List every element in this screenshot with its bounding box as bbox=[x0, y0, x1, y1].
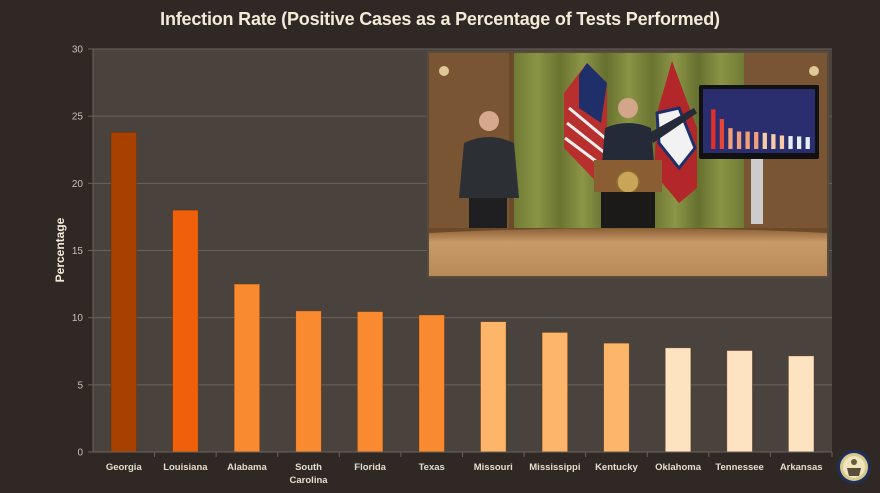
tv-bar bbox=[754, 132, 759, 149]
x-tick-label: Kentucky bbox=[595, 462, 638, 473]
x-tick-label: Florida bbox=[354, 462, 386, 473]
tv-bar bbox=[796, 136, 802, 149]
bar bbox=[172, 209, 199, 453]
conference-table bbox=[429, 228, 827, 276]
bar bbox=[418, 314, 445, 453]
speaker bbox=[602, 98, 697, 163]
chart-title: Infection Rate (Positive Cases as a Perc… bbox=[160, 9, 720, 29]
bar bbox=[726, 350, 753, 453]
bar bbox=[233, 283, 261, 453]
tv-bar bbox=[711, 109, 716, 149]
video-inset bbox=[427, 51, 829, 278]
bar bbox=[788, 355, 815, 453]
tv-stand bbox=[751, 159, 763, 224]
x-tick-label: Mississippi bbox=[529, 462, 580, 473]
x-tick-label: Alabama bbox=[227, 462, 267, 473]
bar bbox=[603, 342, 630, 453]
x-tick-label: Louisiana bbox=[163, 462, 208, 473]
y-axis-ticks: 0 5 10 15 20 25 30 bbox=[72, 45, 93, 459]
state-seal-icon bbox=[837, 450, 871, 484]
tv-bar bbox=[728, 128, 733, 149]
x-tick-label: Texas bbox=[419, 462, 445, 473]
bar bbox=[357, 311, 384, 453]
y-tick-label: 25 bbox=[72, 112, 84, 123]
tv-bar bbox=[771, 134, 776, 149]
y-axis-label: Percentage bbox=[53, 217, 67, 282]
sign-language-interpreter bbox=[459, 111, 519, 228]
chandelier-light bbox=[439, 66, 449, 76]
tv-bar bbox=[719, 119, 725, 149]
x-tick-label: South Carolina bbox=[290, 462, 329, 486]
tv-bar bbox=[762, 132, 767, 149]
x-tick-label: Oklahoma bbox=[655, 462, 702, 473]
tv-bar bbox=[745, 131, 750, 149]
tv-chart-bars bbox=[711, 109, 810, 149]
bar bbox=[664, 347, 692, 453]
x-tick-label: Tennessee bbox=[715, 462, 763, 473]
chandelier-light bbox=[809, 66, 819, 76]
bar bbox=[541, 332, 568, 453]
tv-bar bbox=[736, 131, 742, 149]
y-tick-label: 20 bbox=[72, 179, 84, 190]
y-tick-label: 30 bbox=[72, 45, 84, 56]
bar bbox=[110, 131, 137, 453]
x-tick-label: Georgia bbox=[106, 462, 143, 473]
tv-bar bbox=[788, 136, 793, 149]
bars bbox=[110, 131, 815, 453]
tv-monitor bbox=[699, 85, 819, 224]
y-tick-label: 0 bbox=[77, 448, 83, 459]
tv-bar bbox=[779, 135, 785, 149]
bar bbox=[295, 310, 322, 453]
arkansas-flag-icon bbox=[654, 61, 697, 203]
y-tick-label: 5 bbox=[77, 380, 83, 391]
tv-bar bbox=[805, 137, 810, 149]
y-tick-label: 10 bbox=[72, 313, 84, 324]
press-conference-video bbox=[429, 53, 827, 276]
y-tick-label: 15 bbox=[72, 246, 84, 257]
podium bbox=[594, 160, 662, 228]
x-tick-label: Missouri bbox=[474, 462, 513, 473]
x-axis-labels: Georgia Louisiana Alabama South Carolina Flor… bbox=[93, 451, 833, 486]
x-tick-label: Arkansas bbox=[780, 462, 823, 473]
bar bbox=[480, 321, 507, 453]
